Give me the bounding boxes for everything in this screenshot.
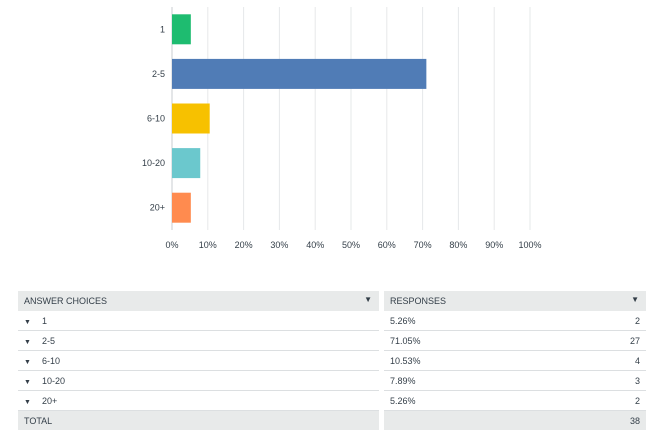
sort-down-icon[interactable]: ▼ xyxy=(631,295,639,304)
bar xyxy=(172,148,201,179)
x-tick-label: 60% xyxy=(378,240,396,250)
responses-header-label: RESPONSES xyxy=(390,296,447,306)
x-tick-label: 100% xyxy=(518,240,541,250)
answer-choice: 6-10 xyxy=(42,355,61,366)
response-cell: 7.89% 3 xyxy=(381,370,646,391)
response-inner: 10.53% 4 xyxy=(390,356,640,366)
caret-down-icon[interactable]: ▼ xyxy=(24,378,31,386)
total-row: TOTAL 38 xyxy=(18,410,646,430)
x-tick-label: 90% xyxy=(485,240,503,250)
bar xyxy=(172,14,191,45)
response-cell: 10.53% 4 xyxy=(381,350,646,371)
response-percent: 5.26% xyxy=(390,315,416,326)
x-tick-label: 20% xyxy=(235,240,253,250)
answer-choice: 2-5 xyxy=(42,335,56,346)
y-tick-label: 1 xyxy=(160,24,165,34)
y-tick-label: 20+ xyxy=(150,203,165,213)
table-header-row: ANSWER CHOICES ▼ RESPONSES ▼ xyxy=(18,291,646,311)
answer-choices-header[interactable]: ANSWER CHOICES ▼ xyxy=(18,291,384,311)
response-percent: 10.53% xyxy=(390,355,421,366)
answer-cell: ▼ 6-10 xyxy=(18,350,384,371)
x-tick-label: 80% xyxy=(449,240,467,250)
response-percent: 71.05% xyxy=(390,335,421,346)
answer-choice: 10-20 xyxy=(42,375,66,386)
x-tick-label: 10% xyxy=(199,240,217,250)
x-tick-label: 40% xyxy=(306,240,324,250)
total-label: TOTAL xyxy=(18,410,384,430)
table-row: ▼ 2-5 71.05% 27 xyxy=(18,330,646,351)
response-count: 27 xyxy=(629,335,640,346)
answer-cell: ▼ 10-20 xyxy=(18,370,384,391)
total-count: 38 xyxy=(381,410,646,430)
response-count: 3 xyxy=(634,375,640,386)
answer-cell: ▼ 2-5 xyxy=(18,330,384,351)
y-tick-label: 2-5 xyxy=(152,69,165,79)
results-table: ANSWER CHOICES ▼ RESPONSES ▼ ▼ 1 xyxy=(18,291,646,430)
answer-choices-header-label: ANSWER CHOICES xyxy=(24,296,108,306)
responses-header[interactable]: RESPONSES ▼ xyxy=(381,291,646,311)
caret-down-icon[interactable]: ▼ xyxy=(24,318,31,326)
table-row: ▼ 6-10 10.53% 4 xyxy=(18,350,646,371)
table-row: ▼ 10-20 7.89% 3 xyxy=(18,370,646,391)
response-cell: 5.26% 2 xyxy=(381,390,646,411)
table-row: ▼ 1 5.26% 2 xyxy=(18,311,646,331)
answer-cell: ▼ 20+ xyxy=(18,390,384,411)
x-tick-label: 30% xyxy=(270,240,288,250)
x-tick-label: 50% xyxy=(342,240,360,250)
response-count: 2 xyxy=(634,315,640,326)
x-tick-label: 70% xyxy=(414,240,432,250)
caret-down-icon[interactable]: ▼ xyxy=(24,398,31,406)
answer-choice: 20+ xyxy=(42,395,58,406)
y-tick-label: 10-20 xyxy=(142,158,165,168)
caret-down-icon[interactable]: ▼ xyxy=(24,358,31,366)
x-tick-label: 0% xyxy=(165,240,178,250)
table-row: ▼ 20+ 5.26% 2 xyxy=(18,390,646,411)
caret-down-icon[interactable]: ▼ xyxy=(24,338,31,346)
response-count: 4 xyxy=(634,355,640,366)
bar xyxy=(172,58,427,89)
bar xyxy=(172,192,191,223)
bar-chart: 0% 10% 20% 30% 40% 50% 60% 70% 80% 90% 100% 1 2-5 6-1… xyxy=(142,7,542,250)
response-cell: 5.26% 2 xyxy=(381,311,646,331)
response-inner: 7.89% 3 xyxy=(390,376,640,386)
response-inner: 71.05% 27 xyxy=(390,336,640,346)
response-percent: 5.26% xyxy=(390,395,416,406)
sort-down-icon[interactable]: ▼ xyxy=(364,295,372,304)
answer-cell: ▼ 1 xyxy=(18,311,384,331)
response-percent: 7.89% xyxy=(390,375,416,386)
response-cell: 71.05% 27 xyxy=(381,330,646,351)
results-table-container: ANSWER CHOICES ▼ RESPONSES ▼ ▼ 1 xyxy=(18,291,646,430)
response-count: 2 xyxy=(634,395,640,406)
y-tick-label: 6-10 xyxy=(147,114,165,124)
bar xyxy=(172,103,210,134)
answer-choice: 1 xyxy=(42,315,48,326)
response-inner: 5.26% 2 xyxy=(390,316,640,326)
response-inner: 5.26% 2 xyxy=(390,396,640,406)
